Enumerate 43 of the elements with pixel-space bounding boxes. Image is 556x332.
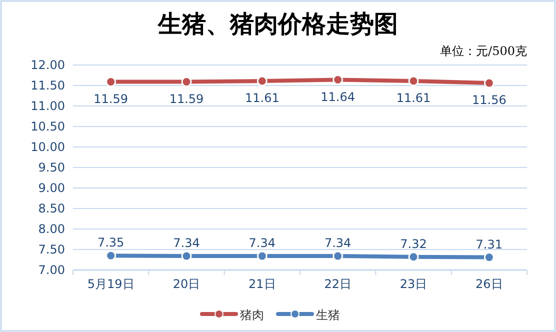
y-tick-label: 12.00 [30,58,65,72]
legend-label: 生猪 [316,308,340,322]
data-label: 7.35 [97,236,124,250]
data-label: 11.64 [320,90,356,104]
chart-title: 生猪、猪肉价格走势图 [157,9,398,38]
y-tick-label: 8.00 [38,222,65,236]
x-tick-label: 21日 [248,277,276,291]
point [484,78,494,88]
y-tick-label: 11.00 [30,99,65,113]
data-label: 7.31 [476,237,503,252]
point [256,76,268,86]
point [181,250,192,262]
point [181,76,192,88]
x-tick-label: 5月19日 [87,277,134,291]
x-tick-label: 23日 [400,277,428,291]
data-label: 11.59 [94,92,128,106]
data-label: 7.34 [173,236,200,250]
data-label: 11.56 [472,93,506,108]
point [256,250,268,262]
point [408,252,419,262]
x-tick-label: 26日 [476,277,503,291]
y-tick-label: 9.00 [38,181,65,195]
y-tick-label: 7.50 [38,242,65,256]
point [106,250,116,261]
y-tick-label: 8.50 [38,202,65,216]
y-tick-label: 11.50 [30,78,65,92]
y-tick-label: 10.50 [30,120,65,134]
x-tick-label: 20日 [172,277,200,291]
data-label: 7.34 [248,236,276,250]
data-label: 11.61 [244,90,280,105]
legend-label: 猪肉 [240,308,264,322]
y-tick-label: 10.00 [30,140,65,154]
point [106,76,116,88]
data-label: 11.59 [169,92,204,106]
point [332,250,344,262]
y-tick-label: 9.50 [38,160,65,174]
text: 单位：元/500克 [440,44,527,58]
y-tick-label: 7.00 [38,263,65,277]
point [408,76,419,86]
data-label: 7.32 [400,236,427,251]
x-tick-label: 22日 [324,277,352,291]
data-label: 11.61 [396,90,431,105]
data-label: 7.34 [324,236,352,250]
